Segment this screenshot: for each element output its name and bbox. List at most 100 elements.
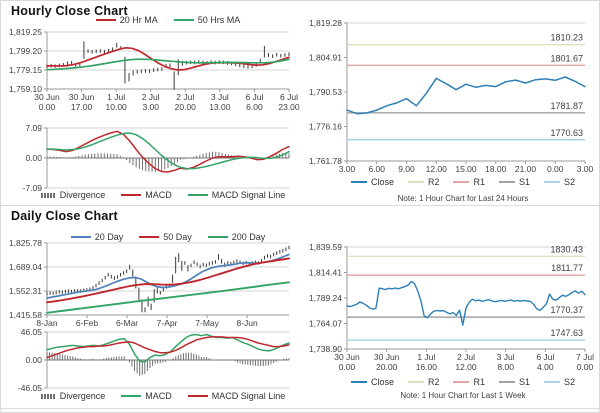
x-tick-label: 30 Jun (34, 92, 60, 102)
x-tick-label: 21.00 (515, 164, 537, 174)
hourly-ma-legend: 20 Hr MA 50 Hrs MA (47, 15, 289, 25)
x-tick-label: 0.00 (39, 102, 56, 112)
legend-label: Close (370, 377, 394, 387)
x-tick-label: 15.00 (455, 164, 477, 174)
line-swatch (139, 236, 160, 238)
series-20-day (46, 253, 290, 299)
series-macd-signal-line (46, 336, 290, 359)
y-tick-label: 1,814.41 (309, 268, 342, 278)
legend-item-r1: R1 (453, 177, 485, 187)
y-tick-label: 1,839.59 (309, 242, 342, 252)
x-tick-label: 8-Jun (237, 318, 259, 328)
x-tick-label: 6 Jul (280, 92, 298, 102)
x-tick-label: 9.00 (398, 164, 415, 174)
x-tick-label: 6 Jul (536, 352, 554, 362)
x-tick-label: 6 Jul (245, 92, 263, 102)
line-swatch (187, 395, 208, 397)
legend-label: MACD Signal Line (211, 190, 286, 200)
series-close (346, 280, 586, 326)
x-tick-label: 20.00 (175, 102, 197, 112)
legend-item-divergence: Divergence (40, 391, 105, 401)
x-tick-label: 2 Jul (176, 92, 194, 102)
x-tick-label: 10.00 (106, 102, 128, 112)
x-tick-label: 3 Jul (211, 92, 229, 102)
x-tick-label: 8-Jan (36, 318, 58, 328)
ref-line-label-r1: 1811.77 (551, 263, 583, 273)
y-tick-label: 1,790.53 (309, 87, 342, 97)
legend-label: 20 Hr MA (119, 15, 158, 25)
y-tick-label: 7.09 (25, 123, 42, 133)
legend-label: S2 (564, 377, 576, 387)
y-tick-label: -46.05 (18, 383, 42, 393)
x-tick-label: 0.00 (577, 362, 594, 372)
legend-label: R2 (427, 177, 440, 187)
legend-label: S2 (564, 177, 576, 187)
line-swatch (207, 236, 228, 238)
legend-item-r2: R2 (407, 177, 440, 187)
legend-item-s2: S2 (544, 177, 575, 187)
ref-line-label-s1: 1781.87 (550, 101, 583, 111)
ref-line-label-r1: 1801.67 (550, 53, 583, 63)
series-50-hrs-ma (46, 58, 290, 71)
line-swatch (121, 395, 142, 397)
ref-line-label-r2: 1810.23 (550, 33, 583, 43)
x-tick-label: 12.00 (455, 362, 477, 372)
y-tick-label: 1,776.16 (309, 121, 342, 131)
line-swatch (187, 194, 208, 196)
x-tick-label: 0.00 (547, 164, 564, 174)
legend-label: MACD (145, 391, 172, 401)
legend-item-50day: 50 Day (139, 232, 192, 242)
y-tick-label: 1,804.91 (309, 52, 342, 62)
y-tick-label: 1,819.28 (309, 18, 342, 28)
line-swatch (95, 19, 116, 21)
series-200-day (46, 281, 290, 314)
legend-item-macd-signal: MACD Signal Line (187, 190, 286, 200)
x-tick-label: 3.00 (339, 164, 356, 174)
series-macd (46, 333, 290, 363)
legend-label: S1 (519, 377, 531, 387)
daily-chart-title: Daily Close Chart (11, 209, 118, 223)
legend-item-50hrsma: 50 Hrs MA (173, 15, 240, 25)
x-tick-label: 2 Jul (457, 352, 475, 362)
x-tick-label: 17.00 (71, 102, 93, 112)
section-divider (1, 205, 599, 206)
line-swatch (407, 181, 424, 183)
x-tick-label: 30 Jun (334, 352, 360, 362)
line-swatch (453, 181, 470, 183)
x-tick-label: 6.00 (368, 164, 385, 174)
y-tick-label: 1,799.20 (9, 46, 42, 56)
legend-item-20hrma: 20 Hr MA (95, 15, 158, 25)
y-tick-label: 1,761.78 (309, 156, 342, 166)
y-tick-label: 0.00 (25, 153, 42, 163)
y-tick-label: 1,764.07 (309, 319, 342, 329)
bar-swatch (40, 393, 56, 399)
x-tick-label: 18.00 (485, 164, 507, 174)
legend-label: R1 (473, 177, 485, 187)
legend-item-macd-signal: MACD Signal Line (187, 391, 285, 401)
hourly-macd-legend: Divergence MACD MACD Signal Line (37, 190, 289, 200)
legend-label: 200 Day (231, 232, 266, 242)
x-tick-label: 8.00 (497, 362, 514, 372)
y-tick-label: 1,552.31 (9, 286, 42, 296)
note-24h: Note: 1 Hour Chart for Last 24 Hours (397, 194, 529, 203)
x-tick-label: 30 Jun (69, 92, 95, 102)
pivot-legend-24h: Close R2 R1 S1 S2 (331, 177, 595, 187)
y-tick-label: 1,825.78 (9, 238, 42, 248)
x-tick-label: 13.00 (209, 102, 231, 112)
bar-swatch (40, 192, 56, 198)
legend-label: S1 (519, 177, 531, 187)
y-tick-label: 0.00 (25, 355, 42, 365)
line-swatch (350, 381, 367, 383)
legend-label: 50 Day (163, 232, 192, 242)
legend-item-20day: 20 Day (70, 232, 123, 242)
x-tick-label: 7 Jul (576, 352, 594, 362)
y-tick-label: 1,819.25 (9, 27, 42, 37)
legend-item-macd: MACD (121, 190, 172, 200)
line-swatch (121, 194, 142, 196)
legend-item-s2: S2 (544, 377, 575, 387)
x-tick-label: 12.00 (426, 164, 448, 174)
legend-item-close: Close (350, 377, 394, 387)
y-tick-label: 1,789.24 (309, 293, 342, 303)
